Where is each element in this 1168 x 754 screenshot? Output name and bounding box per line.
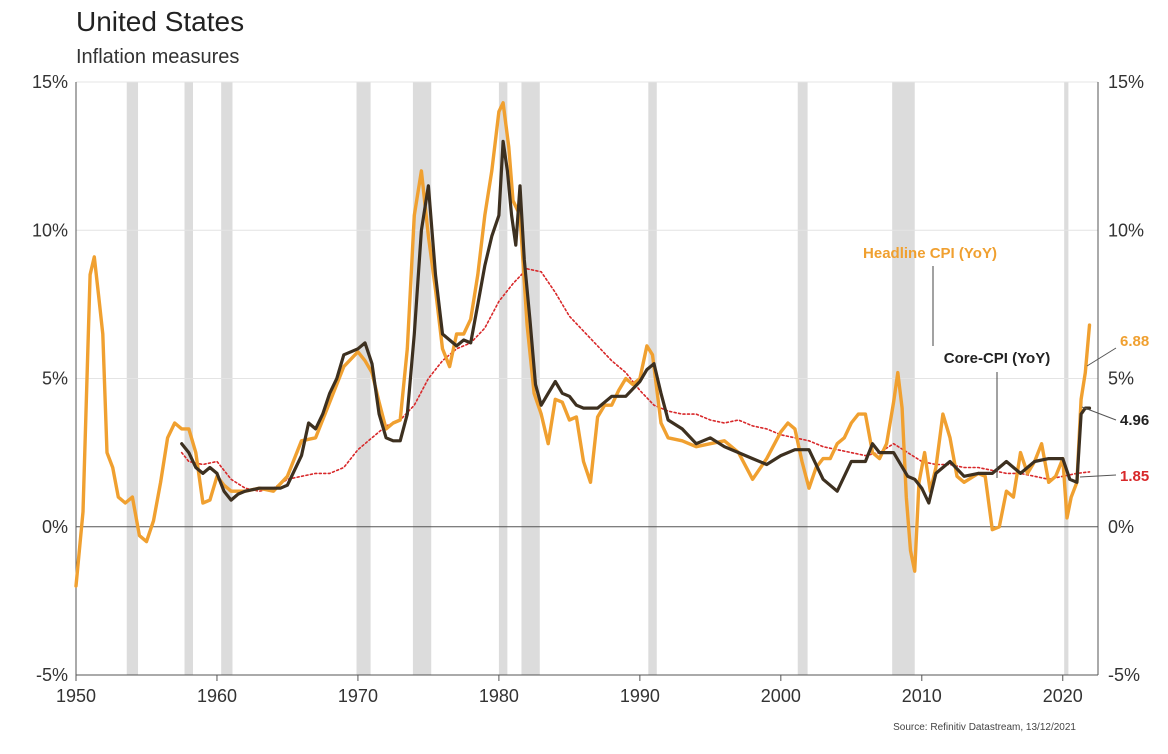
- y-tick-label-right: 5%: [1108, 369, 1134, 389]
- trend-line: [180, 268, 1091, 492]
- x-tick-label: 1950: [56, 686, 96, 706]
- source-note: Source: Refinitiv Datastream, 13/12/2021: [893, 722, 1076, 733]
- core-cpi-label: Core-CPI (YoY): [944, 350, 1050, 367]
- y-tick-label-right: 0%: [1108, 517, 1134, 537]
- x-tick-label: 2010: [902, 686, 942, 706]
- y-tick-label-right: 15%: [1108, 72, 1144, 92]
- chart-title: United States: [76, 6, 245, 37]
- headline-end-leader: [1086, 347, 1117, 367]
- y-tick-label-left: -5%: [36, 665, 68, 685]
- y-tick-label-right: 10%: [1108, 220, 1144, 240]
- x-tick-label: 1980: [479, 686, 519, 706]
- x-tick-label: 1970: [338, 686, 378, 706]
- y-tick-label-right: -5%: [1108, 665, 1140, 685]
- core-end-leader: [1081, 406, 1117, 421]
- y-tick-label-left: 15%: [32, 72, 68, 92]
- headline-cpi-label: Headline CPI (YoY): [863, 245, 997, 262]
- y-tick-label-left: 0%: [42, 517, 68, 537]
- x-tick-label: 2020: [1043, 686, 1083, 706]
- x-tick-label: 1960: [197, 686, 237, 706]
- trend-end-value: 1.85: [1120, 468, 1149, 485]
- x-tick-label: 1990: [620, 686, 660, 706]
- x-tick-label: 2000: [761, 686, 801, 706]
- core-cpi-line: [180, 139, 1092, 505]
- y-tick-label-left: 5%: [42, 369, 68, 389]
- headline-end-value: 6.88: [1120, 333, 1149, 350]
- trend-end-leader: [1079, 474, 1117, 478]
- y-tick-label-left: 10%: [32, 220, 68, 240]
- chart-subtitle: Inflation measures: [76, 46, 240, 68]
- core-end-value: 4.96: [1120, 412, 1149, 429]
